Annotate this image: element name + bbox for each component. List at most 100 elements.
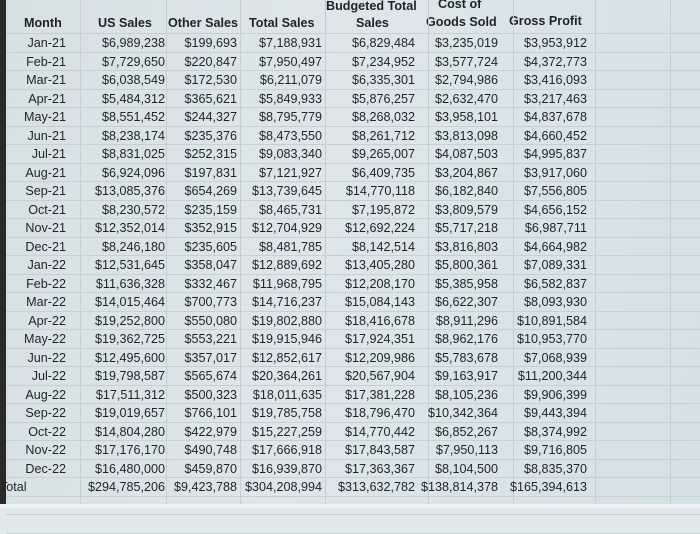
cell-total-sales[interactable]: $7,950,497 <box>258 54 322 69</box>
cell-budgeted-total-sales[interactable]: $17,363,367 <box>344 461 415 476</box>
cell-gross-profit[interactable]: $4,995,837 <box>523 147 587 161</box>
cell-us-sales[interactable]: $12,531,645 <box>94 258 165 272</box>
cell-us-sales[interactable]: $6,038,549 <box>101 73 165 87</box>
header-cogs-line2[interactable]: Goods Sold <box>426 15 497 29</box>
cell-gross-profit[interactable]: $4,372,773 <box>523 54 587 69</box>
cell-total-sales[interactable]: $15,227,259 <box>251 424 322 439</box>
cell-cost-of-goods-sold[interactable]: $6,622,307 <box>434 295 498 309</box>
cell-other-sales[interactable]: $332,467 <box>184 276 237 291</box>
cell-budgeted-total-sales[interactable]: $8,142,514 <box>351 239 415 254</box>
cell-other-sales[interactable]: $244,327 <box>184 110 237 124</box>
cell-cost-of-goods-sold[interactable]: $7,950,113 <box>435 443 498 457</box>
header-budgeted-line2[interactable]: Sales <box>356 16 389 30</box>
cell-budgeted-total-sales[interactable]: $20,567,904 <box>344 369 415 383</box>
cell-cost-of-goods-sold[interactable]: $6,182,840 <box>434 184 498 198</box>
cell-us-sales[interactable]: $6,989,238 <box>101 36 165 50</box>
cell-gross-profit[interactable]: $10,953,770 <box>516 332 587 346</box>
cell-us-sales[interactable]: $8,551,452 <box>101 110 165 124</box>
cell-month[interactable]: Total <box>0 480 27 494</box>
cell-gross-profit[interactable]: $7,089,331 <box>523 258 587 272</box>
cell-cost-of-goods-sold[interactable]: $3,809,579 <box>434 202 498 217</box>
cell-budgeted-total-sales[interactable]: $7,234,952 <box>351 54 415 69</box>
cell-cost-of-goods-sold[interactable]: $3,958,101 <box>434 110 498 124</box>
cell-gross-profit[interactable]: $6,987,711 <box>524 221 587 235</box>
cell-cost-of-goods-sold[interactable]: $8,105,236 <box>434 387 498 402</box>
cell-us-sales[interactable]: $294,785,206 <box>87 480 165 494</box>
cell-other-sales[interactable]: $490,748 <box>184 443 237 457</box>
header-cogs-line1[interactable]: Cost of <box>438 0 482 11</box>
cell-us-sales[interactable]: $6,924,096 <box>101 165 165 180</box>
cell-us-sales[interactable]: $19,362,725 <box>94 332 165 346</box>
cell-other-sales[interactable]: $550,080 <box>184 313 237 328</box>
cell-other-sales[interactable]: $172,530 <box>184 73 237 87</box>
cell-us-sales[interactable]: $12,495,600 <box>94 350 165 365</box>
cell-other-sales[interactable]: $352,915 <box>184 221 237 235</box>
cell-month[interactable]: Apr-22 <box>28 313 66 328</box>
cell-us-sales[interactable]: $13,085,376 <box>94 184 165 198</box>
cell-month[interactable]: May-21 <box>24 110 66 124</box>
cell-month[interactable]: Feb-21 <box>26 54 66 69</box>
cell-gross-profit[interactable]: $3,416,093 <box>523 73 587 87</box>
cell-other-sales[interactable]: $700,773 <box>184 295 237 309</box>
cell-month[interactable]: Jan-21 <box>27 36 66 50</box>
cell-us-sales[interactable]: $8,230,572 <box>101 202 165 217</box>
cell-budgeted-total-sales[interactable]: $313,632,782 <box>337 480 415 494</box>
cell-other-sales[interactable]: $357,017 <box>184 350 237 365</box>
cell-us-sales[interactable]: $8,831,025 <box>101 147 165 161</box>
cell-us-sales[interactable]: $14,804,280 <box>94 424 165 439</box>
cell-total-sales[interactable]: $6,211,079 <box>259 73 322 87</box>
cell-gross-profit[interactable]: $11,200,344 <box>517 369 587 383</box>
cell-other-sales[interactable]: $197,831 <box>184 165 237 180</box>
cell-month[interactable]: Sep-21 <box>25 184 66 198</box>
cell-budgeted-total-sales[interactable]: $12,209,986 <box>344 350 415 365</box>
cell-budgeted-total-sales[interactable]: $17,381,228 <box>344 387 415 402</box>
cell-cost-of-goods-sold[interactable]: $4,087,503 <box>434 147 498 161</box>
cell-gross-profit[interactable]: $4,664,982 <box>523 239 587 254</box>
cell-month[interactable]: Oct-22 <box>28 424 66 439</box>
cell-total-sales[interactable]: $7,188,931 <box>258 36 322 50</box>
cell-cost-of-goods-sold[interactable]: $5,783,678 <box>434 350 498 365</box>
cell-cost-of-goods-sold[interactable]: $8,911,296 <box>435 313 498 328</box>
cell-other-sales[interactable]: $422,979 <box>184 424 237 439</box>
cell-gross-profit[interactable]: $165,394,613 <box>509 480 587 494</box>
cell-cost-of-goods-sold[interactable]: $3,204,867 <box>434 165 498 180</box>
cell-budgeted-total-sales[interactable]: $7,195,872 <box>351 202 415 217</box>
cell-other-sales[interactable]: $9,423,788 <box>173 480 237 494</box>
cell-total-sales[interactable]: $11,968,795 <box>252 276 322 291</box>
cell-total-sales[interactable]: $12,889,692 <box>251 258 322 272</box>
cell-budgeted-total-sales[interactable]: $17,924,351 <box>344 332 415 346</box>
cell-total-sales[interactable]: $8,465,731 <box>258 202 322 217</box>
cell-gross-profit[interactable]: $3,917,060 <box>523 165 587 180</box>
cell-cost-of-goods-sold[interactable]: $5,800,361 <box>434 258 498 272</box>
header-month[interactable]: Month <box>24 16 62 30</box>
cell-month[interactable]: Aug-22 <box>25 387 66 402</box>
cell-cost-of-goods-sold[interactable]: $3,813,098 <box>434 128 498 143</box>
cell-total-sales[interactable]: $19,785,758 <box>251 406 322 420</box>
cell-budgeted-total-sales[interactable]: $15,084,143 <box>344 295 415 309</box>
cell-month[interactable]: Mar-21 <box>26 73 66 87</box>
cell-month[interactable]: Nov-21 <box>25 221 66 235</box>
cell-us-sales[interactable]: $14,015,464 <box>94 295 165 309</box>
cell-total-sales[interactable]: $8,473,550 <box>258 128 322 143</box>
cell-us-sales[interactable]: $8,238,174 <box>101 128 165 143</box>
cell-other-sales[interactable]: $235,605 <box>184 239 237 254</box>
cell-us-sales[interactable]: $19,252,800 <box>94 313 165 328</box>
cell-other-sales[interactable]: $358,047 <box>184 258 237 272</box>
cell-total-sales[interactable]: $12,852,617 <box>251 350 322 365</box>
cell-month[interactable]: May-22 <box>24 332 66 346</box>
cell-us-sales[interactable]: $16,480,000 <box>94 461 165 476</box>
cell-cost-of-goods-sold[interactable]: $2,632,470 <box>434 91 498 106</box>
cell-other-sales[interactable]: $365,621 <box>184 91 237 106</box>
cell-month[interactable]: Jun-22 <box>27 350 66 365</box>
cell-us-sales[interactable]: $12,352,014 <box>94 221 165 235</box>
cell-other-sales[interactable]: $565,674 <box>184 369 237 383</box>
cell-gross-profit[interactable]: $7,068,939 <box>523 350 587 365</box>
cell-cost-of-goods-sold[interactable]: $138,814,378 <box>420 480 498 494</box>
cell-gross-profit[interactable]: $4,660,452 <box>523 128 587 143</box>
cell-total-sales[interactable]: $9,083,340 <box>258 147 322 161</box>
cell-other-sales[interactable]: $220,847 <box>184 54 237 69</box>
cell-other-sales[interactable]: $235,159 <box>184 202 237 217</box>
cell-budgeted-total-sales[interactable]: $8,268,032 <box>351 110 415 124</box>
cell-other-sales[interactable]: $252,315 <box>184 147 237 161</box>
cell-us-sales[interactable]: $17,511,312 <box>95 387 165 402</box>
